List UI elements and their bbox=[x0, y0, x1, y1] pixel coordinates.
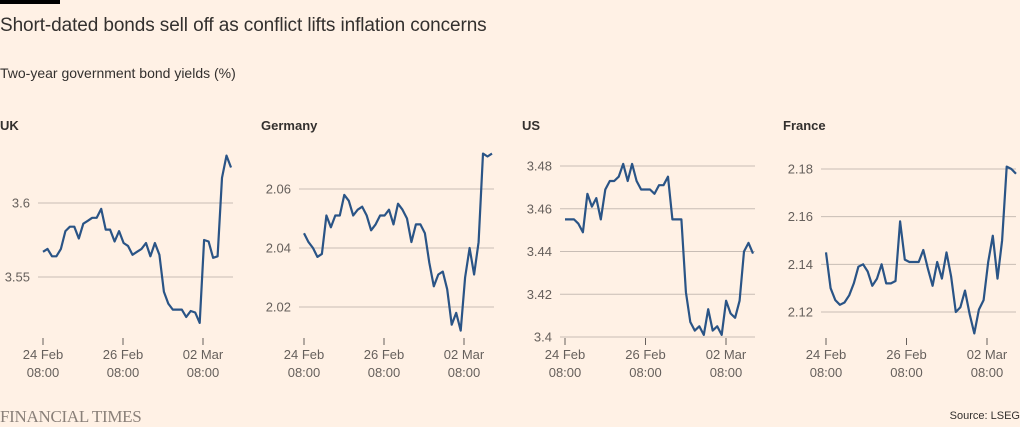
x-tick-label: 08:00 bbox=[549, 365, 582, 380]
y-tick-label: 2.14 bbox=[788, 257, 813, 272]
y-tick-label: 3.48 bbox=[527, 159, 552, 174]
series-line-france bbox=[824, 165, 1017, 335]
source-note: Source: LSEG bbox=[949, 410, 1020, 422]
ft-brand-bar bbox=[0, 0, 60, 4]
series-line-us bbox=[565, 162, 755, 336]
y-tick-label: 3.55 bbox=[5, 270, 30, 285]
x-tick-label: 08:00 bbox=[810, 365, 843, 380]
x-tick-label: 08:00 bbox=[710, 365, 743, 380]
y-tick-label: 3.46 bbox=[527, 201, 552, 216]
x-tick-label: 08:00 bbox=[368, 365, 401, 380]
x-tick-label: 26 Feb bbox=[364, 347, 404, 362]
x-tick-label: 26 Feb bbox=[625, 347, 665, 362]
x-tick-label: 08:00 bbox=[107, 365, 140, 380]
series-line-germany bbox=[303, 152, 493, 332]
x-tick-label: 24 Feb bbox=[545, 347, 585, 362]
y-tick-label: 3.42 bbox=[527, 287, 552, 302]
chart-subtitle: Two-year government bond yields (%) bbox=[0, 65, 236, 81]
x-tick-label: 26 Feb bbox=[886, 347, 926, 362]
x-tick-label: 02 Mar bbox=[706, 347, 747, 362]
x-tick-label: 02 Mar bbox=[444, 347, 485, 362]
y-tick-label: 3.4 bbox=[534, 330, 552, 345]
germany-chart-svg: 2.02 2.04 2.06 24 Feb 08:00 26 Feb 08:00 02 Mar… bbox=[266, 152, 494, 380]
y-tick-label: 2.16 bbox=[788, 209, 813, 224]
x-tick-label: 08:00 bbox=[187, 365, 220, 380]
series-line-uk bbox=[42, 154, 233, 324]
panel-germany: Germany 2.02 2.04 2.06 24 Feb 08:00 26 Feb 08:… bbox=[261, 110, 516, 390]
france-chart-svg: 2.12 2.14 2.16 2.18 24 Feb 08:00 26 Feb 08:00 02… bbox=[788, 162, 1017, 380]
chart-title: Short-dated bonds sell off as conflict l… bbox=[0, 15, 487, 36]
panel-title: France bbox=[783, 118, 826, 133]
panel-france: France 2.12 2.14 2.16 2.18 24 Feb 08:00 26 Feb… bbox=[783, 110, 1020, 390]
x-tick-label: 02 Mar bbox=[183, 347, 224, 362]
y-tick-label: 2.18 bbox=[788, 162, 813, 177]
y-tick-label: 2.12 bbox=[788, 305, 813, 320]
y-tick-label: 3.44 bbox=[527, 244, 552, 259]
x-tick-label: 08:00 bbox=[288, 365, 321, 380]
y-tick-label: 3.6 bbox=[12, 196, 30, 211]
x-tick-label: 24 Feb bbox=[806, 347, 846, 362]
panel-uk: UK 3.55 3.6 24 Feb 08:00 26 Feb 08:00 02 Mar 08… bbox=[0, 110, 255, 390]
panel-us: US 3.4 3.42 3.44 3.46 3.48 24 Feb 08:00 26 Feb 0… bbox=[522, 110, 777, 390]
x-tick-label: 08:00 bbox=[890, 365, 923, 380]
us-chart-svg: 3.4 3.42 3.44 3.46 3.48 24 Feb 08:00 26 Feb 08:0… bbox=[527, 159, 755, 380]
y-tick-label: 2.02 bbox=[266, 300, 291, 315]
x-tick-label: 24 Feb bbox=[23, 347, 63, 362]
x-tick-label: 24 Feb bbox=[284, 347, 324, 362]
x-tick-label: 08:00 bbox=[448, 365, 481, 380]
uk-chart-svg: 3.55 3.6 24 Feb 08:00 26 Feb 08:00 02 Mar 08:00 bbox=[5, 154, 233, 380]
x-tick-label: 26 Feb bbox=[103, 347, 143, 362]
panel-title: UK bbox=[0, 118, 19, 133]
y-tick-label: 2.04 bbox=[266, 241, 291, 256]
panel-title: US bbox=[522, 118, 541, 133]
panel-title: Germany bbox=[261, 118, 318, 133]
x-tick-label: 08:00 bbox=[629, 365, 662, 380]
x-tick-label: 08:00 bbox=[971, 365, 1004, 380]
x-tick-label: 08:00 bbox=[27, 365, 60, 380]
x-tick-label: 02 Mar bbox=[967, 347, 1008, 362]
y-tick-label: 2.06 bbox=[266, 182, 291, 197]
ft-logo: FINANCIAL TIMES bbox=[0, 407, 142, 426]
